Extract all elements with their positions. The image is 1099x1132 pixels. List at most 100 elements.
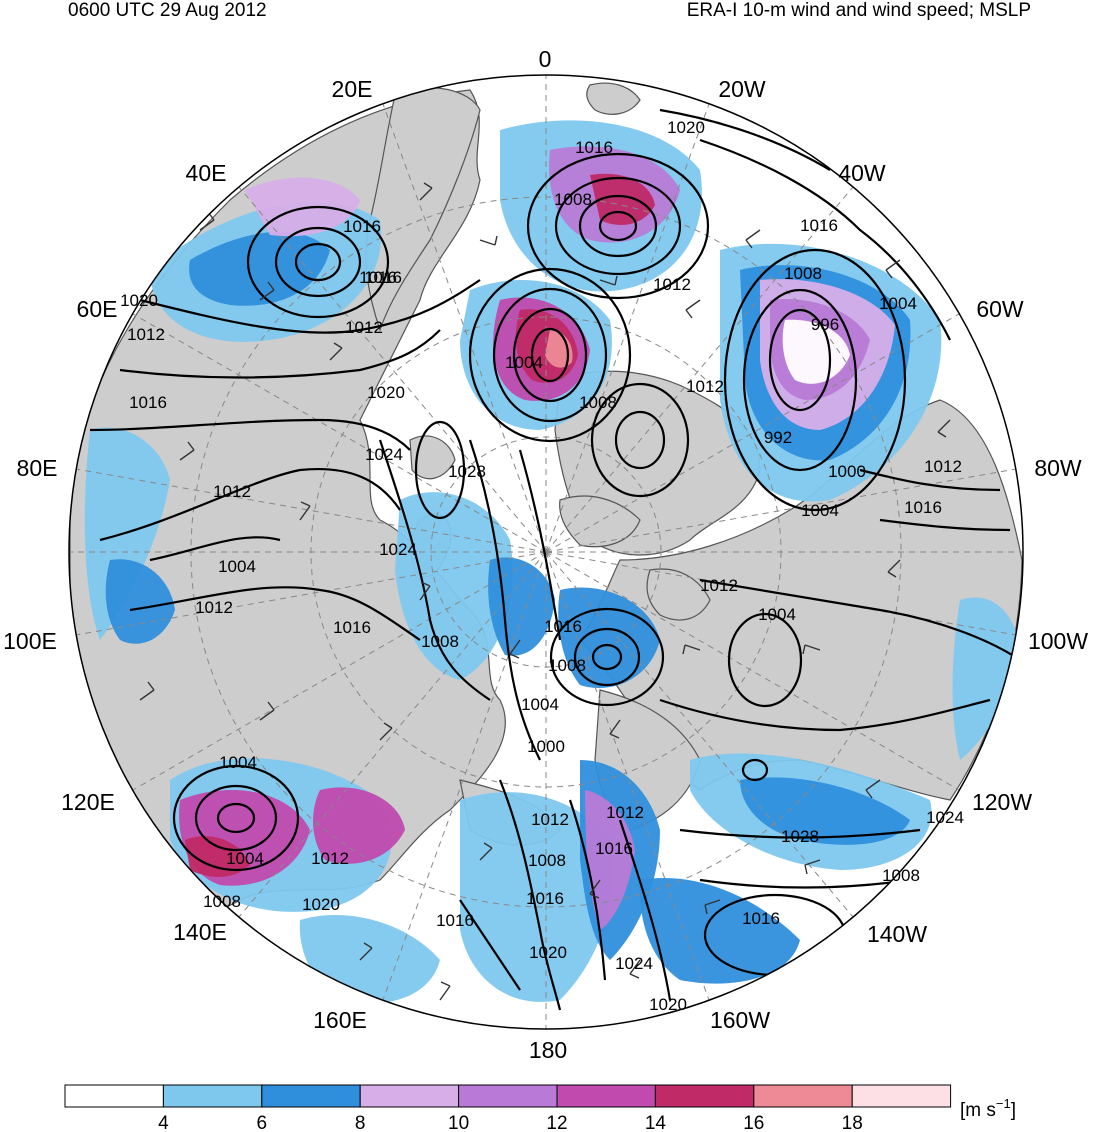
longitude-label: 100E — [3, 628, 57, 654]
longitude-labels: 0 20W 40W 60W 80W 100W 120W 140W 160W 180 160E 140E… — [3, 46, 1088, 1063]
colorbar-tick-label: 18 — [842, 1113, 863, 1132]
longitude-label: 160W — [710, 1007, 770, 1033]
longitude-label: 120E — [61, 789, 115, 815]
colorbar-swatch — [458, 1084, 558, 1108]
isobar-value-label: 1012 — [213, 482, 251, 501]
isobar-value-label: 1016 — [575, 138, 613, 157]
isobar-value-label: 1004 — [505, 353, 543, 372]
isobar-value-label: 1012 — [606, 803, 644, 822]
isobar-value-label: 1008 — [579, 393, 617, 412]
isobar-value-label: 1004 — [218, 557, 256, 576]
colorbar-swatch — [654, 1084, 755, 1108]
isobar-value-label: 1016 — [333, 618, 371, 637]
isobar-value-label: 1012 — [127, 325, 165, 344]
isobar-value-label: 1016 — [595, 839, 633, 858]
isobar-value-label: 1020 — [667, 118, 705, 137]
longitude-label: 120W — [972, 789, 1032, 815]
colorbar-tick-label: 4 — [158, 1113, 169, 1132]
colorbar-tick-label: 14 — [645, 1113, 667, 1132]
isobar-value-label: 1020 — [649, 995, 687, 1014]
colorbar-swatch — [359, 1084, 460, 1108]
isobar-value-label: 1000 — [828, 462, 866, 481]
isobar-value-label: 1004 — [879, 294, 917, 313]
longitude-label: 80W — [1034, 455, 1082, 481]
colorbar-swatch — [753, 1084, 853, 1108]
isobar-value-label: 1024 — [615, 954, 653, 973]
mslp-contours — [89, 108, 1021, 1011]
longitude-label: 180 — [529, 1037, 567, 1063]
colorbar-swatch — [261, 1084, 361, 1108]
isobar-value-label: 1004 — [226, 849, 264, 868]
isobar-value-label: 1024 — [365, 445, 403, 464]
longitude-label: 60W — [976, 296, 1024, 322]
isobar-value-label: 1016 — [129, 393, 167, 412]
isobar-value-label: 1020 — [529, 943, 567, 962]
isobar-value-label: 1028 — [448, 462, 486, 481]
isobar-value-label: 1004 — [219, 753, 257, 772]
field-description-label: ERA-I 10-m wind and wind speed; MSLP — [686, 0, 1031, 21]
isobar-value-label: 996 — [811, 315, 839, 334]
wind-speed-shading — [84, 120, 1020, 1004]
isobar-value-label: 1016 — [544, 617, 582, 636]
isobar-value-label: 1012 — [700, 576, 738, 595]
colorbar-boxes — [64, 1084, 952, 1108]
arctic-islands-land — [559, 495, 641, 548]
isobar-value-label: 1012 — [653, 275, 691, 294]
isobar-value-label: 1016 — [904, 498, 942, 517]
isobar-value-label: 1008 — [421, 632, 459, 651]
longitude-label: 40W — [838, 160, 886, 186]
isobar-value-label: 1008 — [528, 851, 566, 870]
svalbard-land — [409, 435, 456, 480]
isobar-value-label: 1024 — [926, 808, 964, 827]
map-disk-content — [69, 75, 1023, 1029]
colorbar-units-label: [m s−1] — [960, 1096, 1016, 1121]
colorbar-swatch — [162, 1084, 263, 1108]
colorbar-swatch — [851, 1084, 952, 1108]
isobar-value-label: 1028 — [781, 827, 819, 846]
longitude-label: 80E — [17, 455, 58, 481]
longitude-label: 20E — [332, 76, 373, 102]
graticule — [69, 75, 1023, 1029]
isobar-value-label: 992 — [764, 428, 792, 447]
scandinavia-land — [365, 87, 481, 332]
valid-time-label: 0600 UTC 29 Aug 2012 — [68, 0, 267, 21]
longitude-label: 100W — [1028, 628, 1088, 654]
isobar-value-label: 1020 — [367, 383, 405, 402]
colorbar-swatch — [556, 1084, 656, 1108]
longitude-label: 0 — [539, 46, 552, 72]
isobar-value-label: 1012 — [195, 598, 233, 617]
iceland-land — [586, 82, 641, 115]
isobar-value-label: 1012 — [311, 849, 349, 868]
isobar-value-label: 1000 — [527, 737, 565, 756]
isobar-value-label: 1012 — [924, 457, 962, 476]
isobar-value-label: 1008 — [784, 264, 822, 283]
isobar-value-label: 1016 — [436, 911, 474, 930]
isobar-value-label: 1016 — [742, 909, 780, 928]
colorbar-tick-label: 10 — [448, 1113, 469, 1132]
wind-barbs — [139, 182, 951, 1001]
isobar-value-label: 1016 — [800, 216, 838, 235]
isobar-value-label: 1004 — [521, 695, 559, 714]
isobar-value-label: 1004 — [758, 605, 796, 624]
colorbar-tick-label: 16 — [743, 1113, 764, 1132]
isobar-value-label: 1016 — [364, 268, 402, 287]
longitude-label: 160E — [313, 1007, 367, 1033]
colorbar-tick-labels: 4 6 8 10 12 14 16 18 — [158, 1113, 863, 1132]
isobar-value-label: 1016 — [343, 217, 381, 236]
isobar-value-label: 1016 — [526, 889, 564, 908]
colorbar-tick-label: 8 — [355, 1113, 366, 1132]
isobar-value-label: 1008 — [548, 656, 586, 675]
longitude-label: 140W — [867, 921, 927, 947]
isobar-value-label: 1008 — [203, 892, 241, 911]
isobar-value-label: 1024 — [379, 540, 417, 559]
isobar-value-label: 1008 — [554, 190, 592, 209]
arctic-islands-land — [646, 568, 711, 621]
colorbar-swatch — [64, 1084, 164, 1108]
isobar-value-label: 1020 — [120, 291, 158, 310]
isobar-value-label: 1008 — [882, 866, 920, 885]
isobar-value-label: 1016 — [359, 268, 397, 287]
isobar-value-label: 1020 — [302, 895, 340, 914]
longitude-label: 140E — [173, 919, 227, 945]
colorbar-tick-label: 6 — [257, 1113, 268, 1132]
longitude-label: 40E — [186, 160, 227, 186]
